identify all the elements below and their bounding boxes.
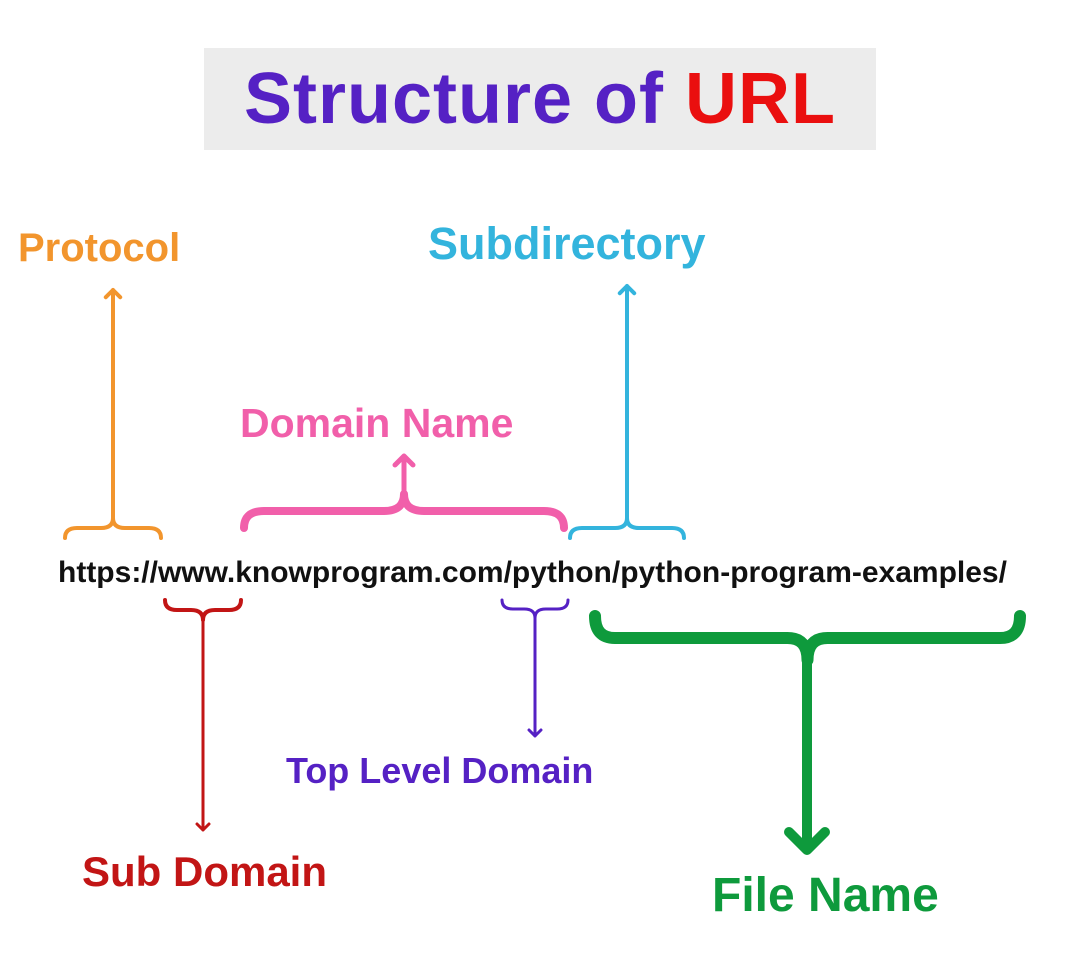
- label-sub-domain: Sub Domain: [82, 848, 327, 896]
- label-subdirectory: Subdirectory: [428, 218, 706, 270]
- label-domain-name: Domain Name: [240, 400, 513, 447]
- diagram-stage: Structure of URL Protocol Subdirectory D…: [0, 0, 1080, 958]
- title: Structure of URL: [204, 48, 876, 150]
- label-protocol: Protocol: [18, 226, 180, 271]
- title-part-1: Structure of: [244, 59, 685, 139]
- label-top-level: Top Level Domain: [286, 750, 593, 792]
- label-file-name: File Name: [712, 868, 939, 923]
- url-text: https://www.knowprogram.com/python/pytho…: [58, 556, 1007, 590]
- title-part-2: URL: [685, 59, 836, 139]
